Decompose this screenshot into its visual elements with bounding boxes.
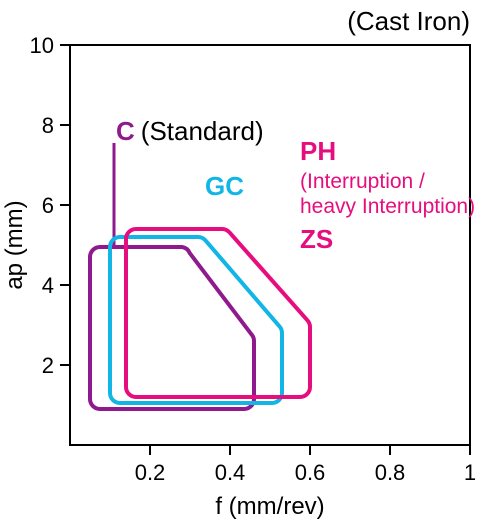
xtick-label: 0.2	[135, 460, 166, 485]
ytick-label: 8	[42, 113, 54, 138]
ytick-label: 10	[30, 33, 54, 58]
region-ph-sub1: (Interruption /	[300, 170, 425, 193]
y-axis-label: ap (mm)	[1, 200, 28, 289]
x-ticks: 0.2 0.4 0.6 0.8 1	[135, 445, 476, 485]
xtick-label: 0.4	[215, 460, 246, 485]
region-ph-sub2: heavy Interruption)	[300, 195, 475, 218]
region-c	[90, 247, 254, 409]
ytick-label: 4	[42, 273, 54, 298]
xtick-label: 0.8	[375, 460, 406, 485]
region-ph-label: PH	[300, 136, 336, 166]
y-ticks: 2 4 6 8 10	[30, 33, 70, 378]
ytick-label: 2	[42, 353, 54, 378]
material-label: (Cast Iron)	[347, 6, 470, 36]
region-zs-label: ZS	[300, 224, 333, 254]
xtick-label: 0.6	[295, 460, 326, 485]
x-axis-label: f (mm/rev)	[215, 493, 324, 520]
region-gc-label: GC	[205, 171, 244, 201]
xtick-label: 1	[464, 460, 476, 485]
ytick-label: 6	[42, 193, 54, 218]
chart-container: 0.2 0.4 0.6 0.8 1 2 4 6 8 10 f (mm/rev) …	[0, 0, 500, 527]
region-c-label: C(Standard)	[116, 116, 264, 146]
chart-svg: 0.2 0.4 0.6 0.8 1 2 4 6 8 10 f (mm/rev) …	[0, 0, 500, 527]
